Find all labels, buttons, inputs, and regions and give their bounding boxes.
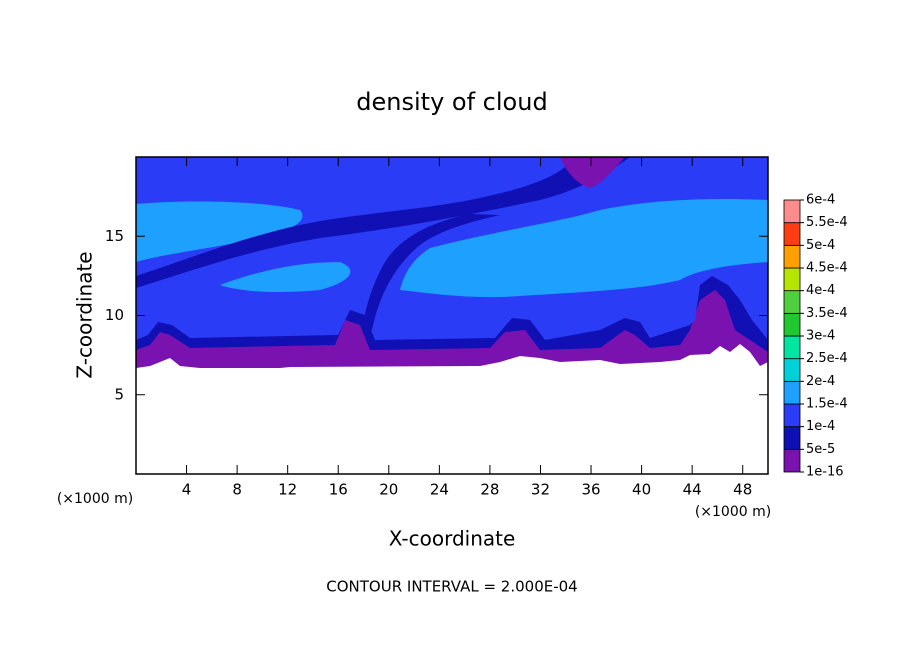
colorbar-cell xyxy=(783,199,801,224)
colorbar-label: 6e-4 xyxy=(806,193,835,208)
chart-title: density of cloud xyxy=(356,88,547,116)
x-tick-label: 16 xyxy=(329,481,348,499)
colorbar-cell xyxy=(783,312,801,337)
contour-band xyxy=(560,157,625,188)
y-axis-label: Z-coordinate xyxy=(73,251,97,378)
x-tick-label: 48 xyxy=(733,481,752,499)
colorbar-label: 4e-4 xyxy=(806,283,835,298)
x-tick-label: 24 xyxy=(430,481,449,499)
colorbar-cell xyxy=(783,244,801,269)
colorbar-label: 2.5e-4 xyxy=(806,351,848,366)
contour-band xyxy=(136,201,303,262)
colorbar-label: 1.5e-4 xyxy=(806,397,848,412)
contour-band xyxy=(362,214,500,330)
colorbar-cell xyxy=(783,222,801,246)
x-tick-label: 12 xyxy=(278,481,297,499)
x-tick-label: 40 xyxy=(632,481,651,499)
x-tick-label: 4 xyxy=(182,481,192,499)
colorbar-label: 5e-4 xyxy=(806,238,835,253)
x-tick-label: 20 xyxy=(379,481,398,499)
colorbar-label: 5e-5 xyxy=(806,442,835,457)
x-axis-label: X-coordinate xyxy=(389,527,516,551)
x-unit-label: (×1000 m) xyxy=(695,504,771,520)
x-tick-label: 32 xyxy=(531,481,550,499)
contour-band xyxy=(136,157,630,288)
x-tick-label: 28 xyxy=(480,481,499,499)
y-tick-label: 5 xyxy=(114,385,124,403)
x-tick-label: 36 xyxy=(581,481,600,499)
y-tick-label: 15 xyxy=(105,227,124,245)
y-tick-label: 10 xyxy=(105,306,124,324)
colorbar-label: 2e-4 xyxy=(806,374,835,389)
colorbar-cell xyxy=(783,380,801,405)
colorbar-label: 4.5e-4 xyxy=(806,261,848,276)
colorbar-label: 1e-16 xyxy=(806,465,844,480)
colorbar-cell xyxy=(783,403,801,428)
colorbar-label: 1e-4 xyxy=(806,419,835,434)
contour-band xyxy=(400,199,768,298)
y-unit-label: (×1000 m) xyxy=(57,491,133,507)
colorbar-cell xyxy=(783,448,801,473)
colorbar-label: 3.5e-4 xyxy=(806,306,848,321)
contour-band xyxy=(220,262,351,293)
colorbar-label: 5.5e-4 xyxy=(806,215,848,230)
colorbar-cell xyxy=(783,335,801,360)
colorbar-cell xyxy=(783,267,801,292)
colorbar-cell xyxy=(783,290,801,314)
footer: CONTOUR INTERVAL = 2.000E-04 xyxy=(326,578,577,596)
colorbar-cell xyxy=(783,358,801,382)
colorbar-label: 3e-4 xyxy=(806,329,835,344)
x-tick-label: 8 xyxy=(232,481,242,499)
colorbar-cell xyxy=(783,426,801,450)
contour-field xyxy=(136,157,768,368)
x-tick-label: 44 xyxy=(683,481,702,499)
